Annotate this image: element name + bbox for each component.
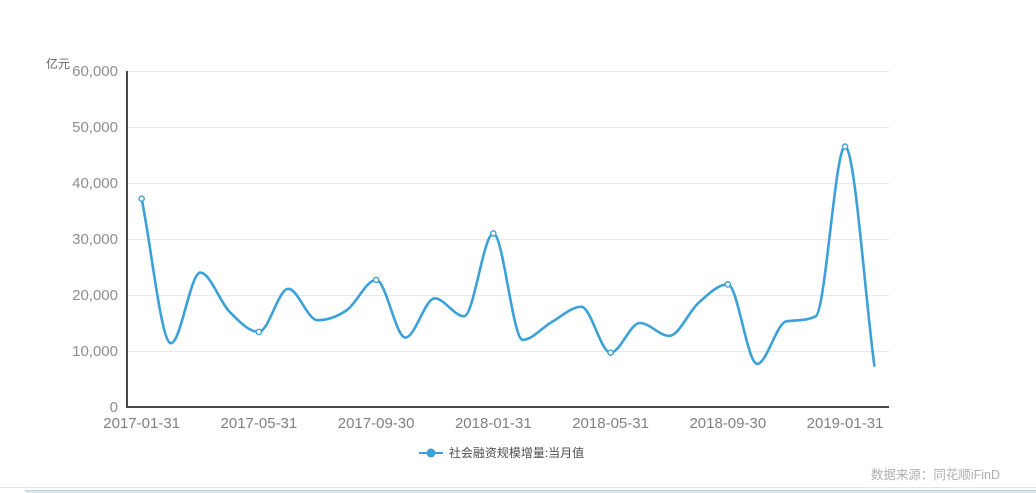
y-axis-unit-label: 亿元 <box>46 57 71 71</box>
bottom-divider <box>0 487 1036 488</box>
data-point-marker[interactable] <box>724 281 732 288</box>
y-axis-tick-label: 40,000 <box>72 175 118 192</box>
x-axis-tick-label: 2018-09-30 <box>689 415 766 432</box>
x-axis-tick-label: 2019-01-31 <box>807 415 884 432</box>
data-point-marker[interactable] <box>841 143 849 150</box>
x-axis-tick-label: 2018-05-31 <box>572 415 649 432</box>
data-point-marker[interactable] <box>607 349 614 356</box>
series-line <box>140 145 876 367</box>
y-axis-tick-label: 0 <box>110 399 118 416</box>
x-axis-tick-label: 2017-05-31 <box>221 415 298 432</box>
data-point-marker[interactable] <box>490 230 497 237</box>
y-axis-tick-label: 60,000 <box>72 63 118 80</box>
y-axis-tick-label: 30,000 <box>72 231 118 248</box>
x-axis-tick-label: 2018-01-31 <box>455 415 532 432</box>
legend-label: 社会融资规模增量:当月值 <box>448 446 585 460</box>
y-axis-tick-label: 10,000 <box>72 343 118 360</box>
horizontal-scrollbar[interactable] <box>25 490 1036 493</box>
legend-item[interactable]: 社会融资规模增量:当月值 <box>0 445 1003 461</box>
y-axis-tick-label: 20,000 <box>72 287 118 304</box>
line-series-legend-icon <box>418 448 443 458</box>
x-axis-tick-label: 2017-09-30 <box>338 415 415 432</box>
data-point-marker[interactable] <box>138 195 145 202</box>
y-axis-tick-label: 50,000 <box>72 119 118 136</box>
x-axis-tick-label: 2017-01-31 <box>103 415 180 432</box>
data-source-note: 数据来源：同花顺iFinD <box>870 468 1000 482</box>
data-point-marker[interactable] <box>255 328 263 336</box>
data-point-marker[interactable] <box>372 276 380 284</box>
